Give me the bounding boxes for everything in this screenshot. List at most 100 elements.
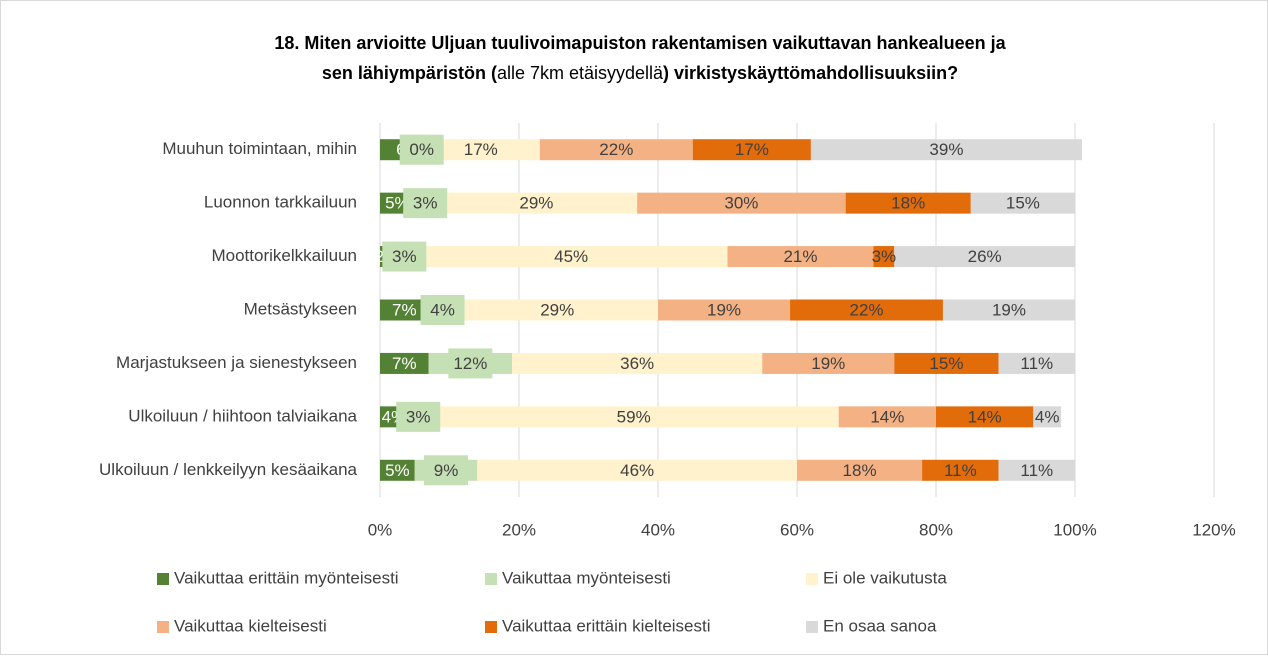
- bar-segment: [936, 406, 1034, 428]
- x-tick-label: 60%: [780, 520, 814, 539]
- data-label: 19%: [811, 354, 845, 373]
- bar-segment: [894, 352, 999, 374]
- data-label: 39%: [929, 140, 963, 159]
- label-box: [448, 348, 493, 379]
- data-label: 4%: [430, 300, 455, 319]
- bar-segment: [512, 352, 763, 374]
- data-label: 14%: [870, 407, 904, 426]
- x-tick-label: 20%: [502, 520, 536, 539]
- data-label: 0%: [409, 140, 434, 159]
- bar-segment: [435, 192, 638, 214]
- data-label: 18%: [891, 194, 925, 213]
- bar-segment: [838, 406, 936, 428]
- legend-label: Vaikuttaa erittäin myönteisesti: [174, 568, 399, 587]
- y-tick-label: Muuhun toimintaan, mihin: [162, 139, 357, 158]
- bar-segment: [421, 139, 540, 161]
- x-tick-label: 80%: [919, 520, 953, 539]
- bar-segment: [456, 299, 658, 321]
- y-tick-label: Ulkoiluun / lenkkeilyyn kesäaikana: [99, 460, 358, 479]
- data-label: 36%: [620, 354, 654, 373]
- data-label: 15%: [929, 354, 963, 373]
- y-tick-label: Metsästykseen: [244, 299, 357, 318]
- data-label: 11%: [944, 461, 977, 480]
- data-label: 18%: [843, 461, 877, 480]
- data-label: 45%: [554, 247, 588, 266]
- label-box: [399, 134, 444, 165]
- bar-segment: [477, 459, 797, 481]
- bar-segment: [539, 139, 693, 161]
- legend-swatch: [157, 573, 169, 585]
- title-part: sen lähiympäristön (: [322, 63, 497, 83]
- legend-label: Vaikuttaa myönteisesti: [502, 568, 671, 587]
- bar-segment: [380, 299, 429, 321]
- data-label: 22%: [849, 300, 883, 319]
- data-label: 7%: [392, 300, 417, 319]
- data-label: 29%: [540, 300, 574, 319]
- chart-title: 18. Miten arvioitte Uljuan tuulivoimapui…: [274, 33, 1006, 53]
- bar-segment: [894, 246, 1075, 268]
- y-tick-label: Moottorikelkkailuun: [211, 246, 357, 265]
- data-label: 30%: [724, 194, 758, 213]
- legend-swatch: [157, 621, 169, 633]
- bar-segment: [658, 299, 791, 321]
- bar-segment: [998, 459, 1075, 481]
- x-tick-label: 120%: [1192, 520, 1235, 539]
- data-label: 46%: [620, 461, 654, 480]
- data-label: 19%: [992, 300, 1026, 319]
- bar-segment: [790, 299, 943, 321]
- data-label: 11%: [1020, 354, 1053, 373]
- bar-segment: [845, 192, 971, 214]
- data-label: 3%: [392, 247, 417, 266]
- bar-segment: [414, 246, 728, 268]
- bar-segment: [998, 352, 1075, 374]
- data-label: 7%: [392, 354, 417, 373]
- x-tick-label: 40%: [641, 520, 675, 539]
- data-label: 29%: [519, 194, 553, 213]
- bar-segment: [692, 139, 811, 161]
- data-label: 59%: [617, 407, 651, 426]
- bar-segment: [727, 246, 874, 268]
- x-tick-label: 100%: [1053, 520, 1096, 539]
- bar-segment: [380, 352, 429, 374]
- legend-label: Vaikuttaa erittäin kielteisesti: [502, 616, 711, 635]
- data-label: 22%: [599, 140, 633, 159]
- legend-swatch: [485, 573, 497, 585]
- bar-segment: [637, 192, 846, 214]
- title-part: alle 7km etäisyydellä: [497, 63, 664, 83]
- bar-segment: [810, 139, 1082, 161]
- label-box: [424, 455, 469, 486]
- bar-segment: [970, 192, 1075, 214]
- data-label: 3%: [872, 247, 897, 266]
- data-label: 14%: [968, 407, 1002, 426]
- bar-segment: [762, 352, 895, 374]
- legend-label: En osaa sanoa: [823, 616, 937, 635]
- data-label: 12%: [453, 354, 487, 373]
- data-label: 9%: [434, 461, 459, 480]
- y-tick-label: Marjastukseen ja sienestykseen: [116, 353, 357, 372]
- bar-segment: [428, 406, 839, 428]
- x-tick-label: 0%: [368, 520, 393, 539]
- data-label: 17%: [464, 140, 498, 159]
- bar-segment: [797, 459, 923, 481]
- label-box: [382, 241, 427, 272]
- legend-swatch: [485, 621, 497, 633]
- data-label: 26%: [968, 247, 1002, 266]
- data-label: 19%: [707, 300, 741, 319]
- data-label: 3%: [413, 194, 438, 213]
- data-label: 4%: [1035, 407, 1060, 426]
- title-part: ) virkistyskäyttömahdollisuuksiin?: [663, 63, 958, 83]
- legend-label: Ei ole vaikutusta: [823, 568, 947, 587]
- bar-segment: [873, 246, 895, 268]
- y-tick-label: Ulkoiluun / hiihtoon talviaikana: [128, 406, 357, 425]
- data-label: 3%: [406, 407, 431, 426]
- y-tick-label: Luonnon tarkkailuun: [204, 193, 357, 212]
- label-box: [420, 295, 465, 325]
- data-label: 21%: [783, 247, 817, 266]
- data-label: 11%: [1020, 461, 1053, 480]
- legend-label: Vaikuttaa kielteisesti: [174, 616, 327, 635]
- legend-swatch: [806, 573, 818, 585]
- bar-segment: [380, 459, 415, 481]
- bar-segment: [922, 459, 999, 481]
